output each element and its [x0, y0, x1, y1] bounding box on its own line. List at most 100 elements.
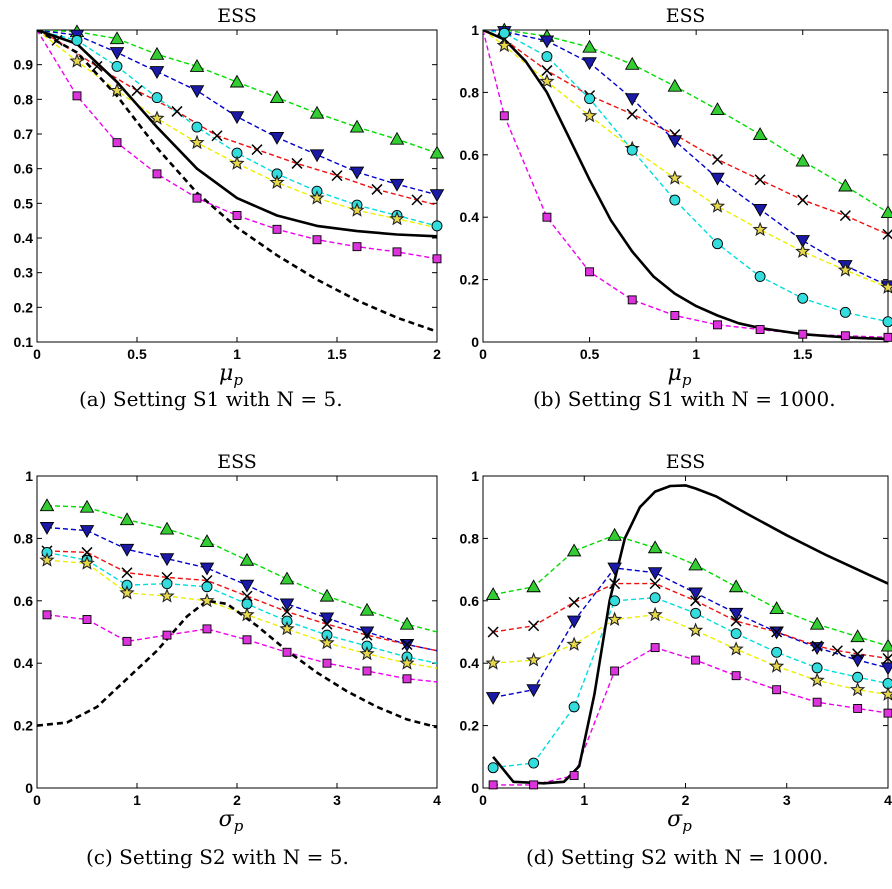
marker-triangle-down — [850, 654, 865, 668]
marker-circle — [882, 678, 892, 689]
marker-square — [352, 242, 362, 252]
marker-triangle-up — [239, 552, 255, 566]
marker-circle — [626, 144, 638, 156]
x-tick-label: 0 — [479, 346, 487, 362]
marker-square — [82, 615, 92, 624]
marker-circle — [839, 306, 851, 318]
marker-circle — [528, 757, 540, 769]
y-tick-label: 0.4 — [14, 230, 34, 246]
caption-d: (d) Setting S2 with N = 1000. — [526, 845, 829, 869]
marker-triangle-down — [269, 132, 285, 145]
marker-x — [811, 640, 823, 652]
marker-circle — [71, 34, 83, 46]
marker-x — [171, 105, 183, 117]
marker-x — [541, 65, 553, 77]
marker-triangle-up — [79, 499, 95, 513]
marker-circle — [541, 51, 553, 62]
series-line-1 — [46, 526, 437, 652]
marker-square — [883, 708, 892, 718]
marker-triangle-up — [399, 616, 415, 630]
marker-x — [281, 606, 293, 618]
marker-x — [241, 590, 253, 602]
marker-triangle-down — [149, 66, 165, 80]
axes-frame — [482, 29, 889, 343]
marker-square — [432, 254, 442, 264]
marker-x — [730, 615, 742, 627]
marker-x — [882, 228, 892, 240]
y-tick-label: 0 — [471, 780, 479, 796]
marker-triangle-down — [159, 553, 175, 567]
marker-triangle-down — [319, 612, 335, 626]
marker-x — [487, 626, 499, 638]
chart-panel-0: ESS 0 0.5 1 1.5 2 0.1 0.2 0.3 0.4 0.5 0.6 0.7 0.8 0.9 μ… — [14, 5, 445, 389]
marker-triangle-up — [269, 90, 285, 104]
marker-x — [771, 626, 783, 638]
x-axis-label: σp — [667, 807, 692, 835]
series-line-7 — [37, 30, 437, 333]
marker-star — [667, 170, 683, 185]
series-line-3 — [46, 551, 437, 664]
series-line-5 — [46, 614, 437, 683]
marker-triangle-down — [624, 93, 640, 107]
marker-square — [853, 703, 863, 713]
caption-c: (c) Setting S2 with N = 5. — [86, 845, 349, 869]
x-tick-label: 1 — [580, 792, 588, 808]
marker-x — [882, 652, 892, 665]
axes-frame — [482, 475, 889, 789]
y-tick-label: 0.5 — [14, 195, 34, 211]
series-line-5 — [493, 646, 888, 786]
marker-star — [728, 641, 744, 656]
marker-square — [232, 211, 242, 220]
x-tick-label: 2 — [433, 346, 441, 362]
marker-star — [539, 73, 555, 88]
marker-triangle-down — [539, 35, 555, 49]
marker-triangle-up — [880, 638, 892, 652]
marker-triangle-up — [667, 78, 683, 92]
marker-star — [69, 53, 85, 68]
marker-star — [359, 645, 375, 661]
marker-circle — [649, 592, 661, 604]
x-tick-label: 1.5 — [793, 346, 813, 362]
marker-square — [542, 212, 552, 222]
marker-star — [581, 107, 598, 123]
marker-triangle-up — [349, 119, 365, 133]
marker-triangle-up — [189, 58, 205, 72]
y-tick-label: 0.4 — [14, 655, 34, 671]
marker-x — [609, 578, 621, 590]
marker-triangle-down — [119, 543, 135, 557]
y-tick-label: 0.4 — [460, 209, 480, 225]
chart-panel-2: ESS 0 1 2 3 4 0 0.2 0.4 0.6 0.8 1 σp — [14, 451, 442, 835]
marker-triangle-up — [526, 579, 541, 593]
caption-b: (b) Setting S1 with N = 1000. — [533, 387, 836, 411]
marker-square — [42, 610, 52, 620]
marker-square — [798, 329, 808, 339]
y-tick-label: 0.3 — [14, 265, 34, 281]
y-tick-label: 0.7 — [14, 126, 34, 142]
marker-triangle-up — [607, 527, 622, 541]
series-line-3 — [493, 597, 888, 769]
series-line-2 — [492, 582, 888, 660]
marker-triangle-up — [229, 74, 245, 88]
axes-frame — [36, 475, 438, 789]
marker-circle — [754, 271, 766, 282]
chart-title: ESS — [217, 451, 257, 473]
marker-star — [837, 262, 854, 277]
marker-square — [152, 169, 162, 179]
marker-x — [121, 567, 133, 579]
marker-x — [51, 34, 63, 46]
y-tick-label: 0.9 — [14, 57, 34, 73]
marker-square — [282, 647, 292, 657]
marker-square — [812, 697, 822, 707]
marker-circle — [730, 628, 742, 640]
series-line-2 — [37, 30, 437, 206]
marker-circle — [882, 316, 892, 328]
marker-square — [162, 630, 172, 640]
marker-triangle-up — [199, 534, 215, 547]
marker-circle — [797, 292, 809, 304]
chart-title: ESS — [666, 5, 706, 27]
series-line-1 — [492, 567, 888, 699]
x-tick-label: 4 — [884, 792, 892, 808]
marker-square — [610, 666, 620, 676]
marker-triangle-up — [880, 205, 892, 218]
